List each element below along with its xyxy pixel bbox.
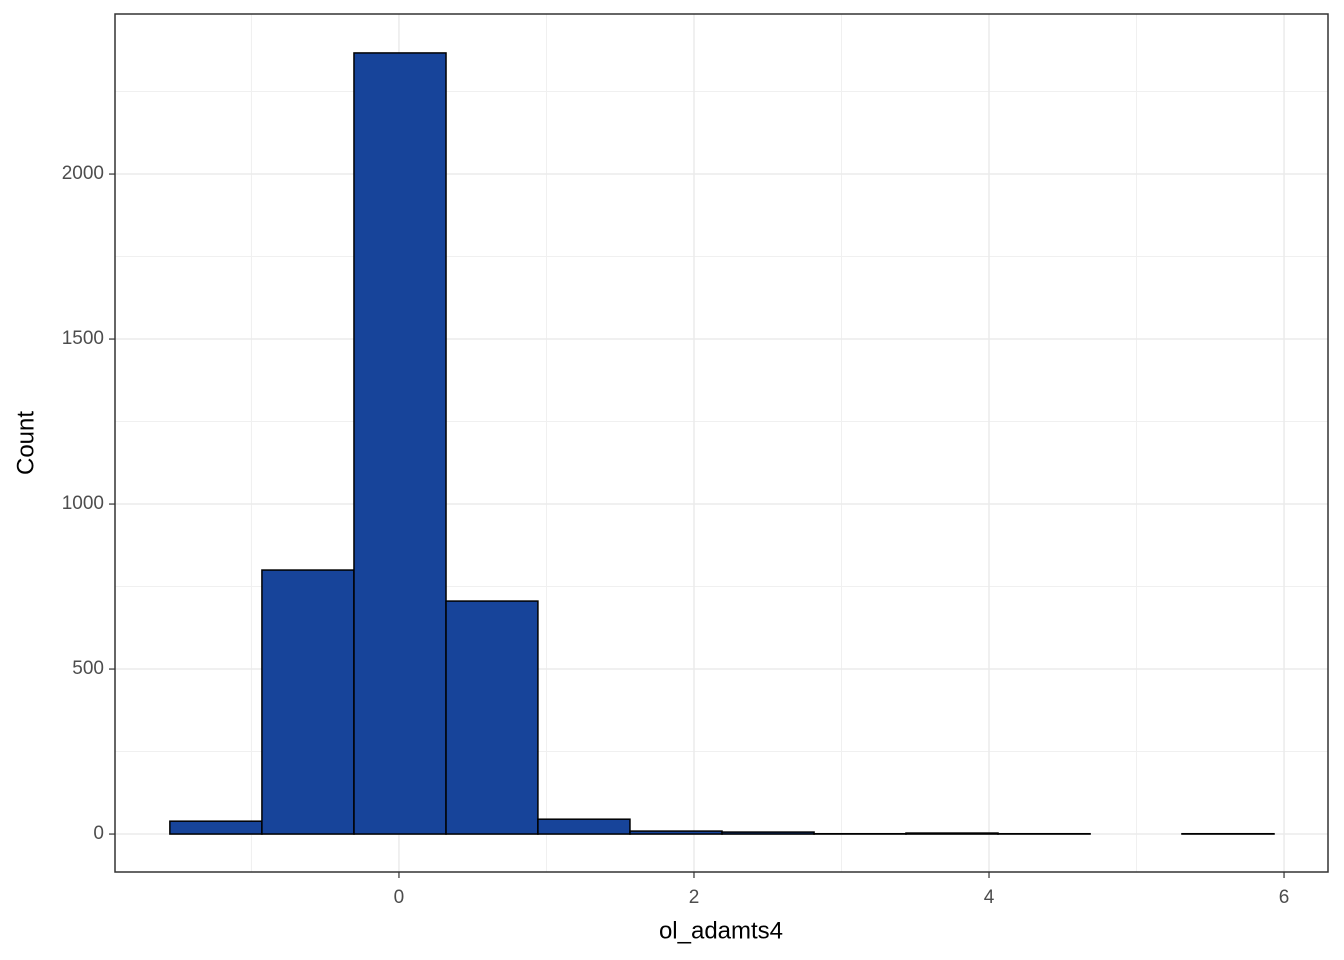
bar xyxy=(721,831,815,835)
x-tick-label: 0 xyxy=(394,887,405,908)
bar xyxy=(353,52,447,835)
bar xyxy=(169,820,263,835)
bar xyxy=(261,569,355,835)
x-tick-label: 2 xyxy=(689,887,700,908)
bar xyxy=(905,832,999,835)
bar xyxy=(629,830,723,835)
bar xyxy=(445,600,539,835)
bar xyxy=(537,818,631,835)
y-tick-label: 1000 xyxy=(62,493,104,514)
y-tick-label: 2000 xyxy=(62,163,104,184)
x-tick-label: 6 xyxy=(1279,887,1290,908)
x-tick-label: 4 xyxy=(984,887,995,908)
y-tick-label: 500 xyxy=(72,658,104,679)
y-axis-title: Count xyxy=(12,411,39,475)
x-axis-title: ol_adamts4 xyxy=(659,917,783,944)
plot-border xyxy=(114,13,1329,873)
y-tick-label: 1500 xyxy=(62,328,104,349)
y-tick-label: 0 xyxy=(93,823,104,844)
